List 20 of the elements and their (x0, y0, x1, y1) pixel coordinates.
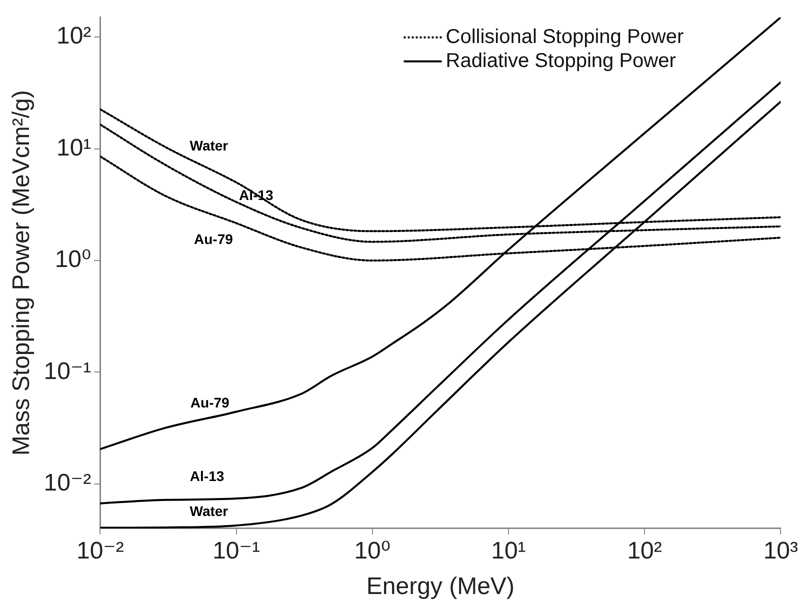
x-tick-label: 10⁻¹ (212, 537, 260, 564)
x-tick-label: 10⁻² (76, 537, 124, 564)
y-tick-label: 10² (56, 22, 92, 50)
legend-label: Radiative Stopping Power (446, 50, 676, 72)
x-tick-label: 10³ (763, 537, 798, 564)
annotation: Water (190, 138, 229, 154)
y-tick-label: 10¹ (56, 134, 92, 162)
y-tick-label: 10⁻¹ (44, 358, 92, 385)
x-axis-title: Energy (MeV) (366, 573, 514, 600)
y-axis-title: Mass Stopping Power (MeVcm²/g) (8, 90, 36, 456)
annotation: Au-79 (190, 394, 230, 411)
annotation: Au-79 (194, 231, 234, 248)
annotation: Al-13 (190, 468, 224, 484)
y-tick-label: 10⁰ (54, 246, 92, 274)
x-tick-label: 10⁰ (354, 537, 391, 564)
x-tick-label: 10² (627, 537, 662, 564)
x-tick-label: 10¹ (491, 537, 526, 564)
annotation: Water (190, 503, 229, 520)
y-tick-label: 10⁻² (44, 470, 92, 497)
legend-label: Collisional Stopping Power (446, 26, 684, 48)
